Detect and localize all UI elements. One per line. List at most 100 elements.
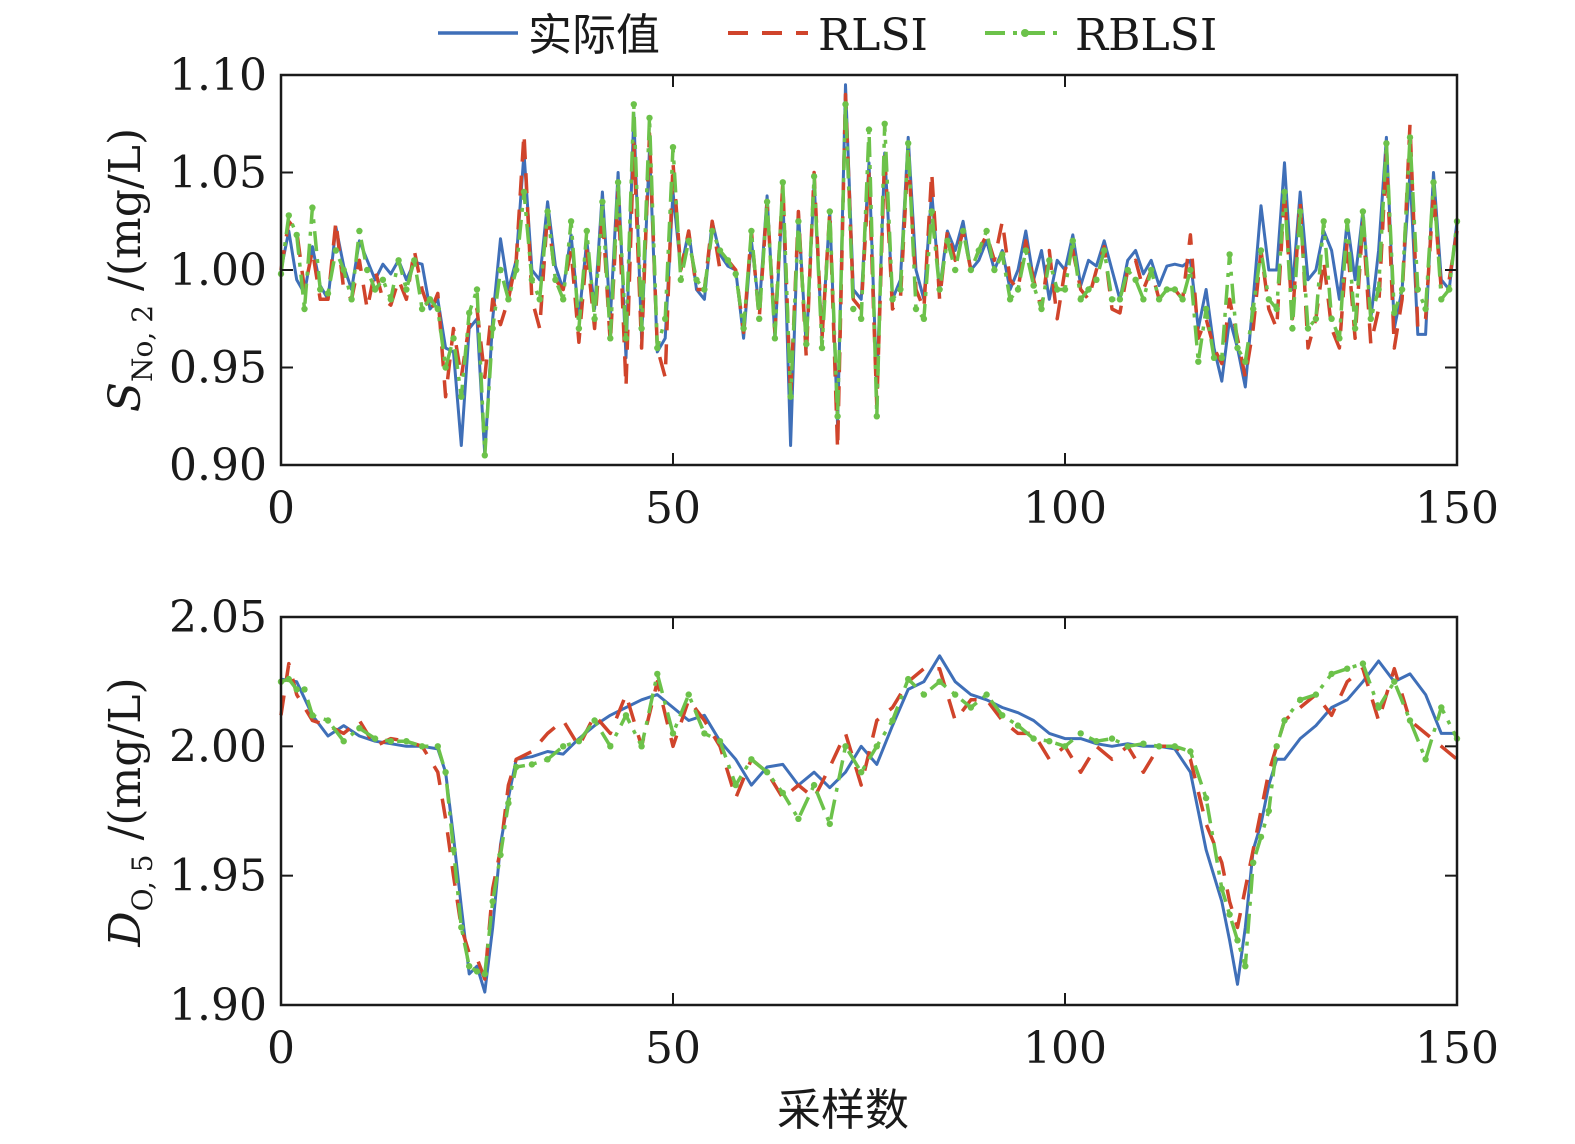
x-tick-label: 0 bbox=[267, 483, 295, 534]
rblsi-marker bbox=[1061, 286, 1069, 293]
rblsi-marker bbox=[1234, 344, 1241, 352]
rblsi-marker bbox=[1344, 665, 1351, 672]
rblsi-marker bbox=[763, 198, 771, 205]
y-tick-label: 1.90 bbox=[169, 980, 267, 1031]
rblsi-marker bbox=[826, 820, 833, 828]
x-tick-label: 50 bbox=[645, 483, 701, 534]
rblsi-marker bbox=[669, 730, 677, 737]
legend: 实际值 RLSI RBLSI bbox=[438, 10, 1217, 61]
rblsi-marker bbox=[1030, 735, 1037, 742]
y-tick-label: 2.05 bbox=[169, 592, 267, 643]
rblsi-marker bbox=[685, 691, 692, 698]
rblsi-marker bbox=[1046, 738, 1053, 745]
rblsi-marker bbox=[442, 364, 449, 371]
rblsi-marker bbox=[693, 276, 700, 283]
rblsi-marker bbox=[614, 179, 622, 186]
rblsi-marker bbox=[317, 286, 324, 293]
rblsi-marker bbox=[622, 335, 630, 342]
rblsi-marker bbox=[826, 208, 833, 215]
rblsi-marker bbox=[1093, 276, 1100, 283]
rblsi-marker bbox=[497, 266, 504, 274]
rblsi-marker bbox=[1163, 286, 1171, 293]
rblsi-marker bbox=[285, 212, 292, 219]
rblsi-marker bbox=[356, 227, 363, 235]
rblsi-marker bbox=[622, 712, 630, 719]
rblsi-marker bbox=[1140, 740, 1147, 747]
rblsi-marker bbox=[1328, 670, 1335, 678]
rblsi-marker bbox=[1155, 743, 1163, 750]
rblsi-marker bbox=[842, 101, 849, 108]
x-tick-label: 150 bbox=[1415, 1023, 1499, 1074]
rblsi-marker bbox=[1336, 335, 1343, 342]
rblsi-marker bbox=[1195, 358, 1202, 365]
rblsi-marker bbox=[1375, 286, 1382, 293]
rblsi-marker bbox=[889, 296, 896, 303]
top-ylabel: SNo, 2 /(mg/L) bbox=[100, 128, 159, 412]
rblsi-marker bbox=[513, 763, 520, 771]
legend-marker-rblsi bbox=[1021, 29, 1029, 37]
rblsi-marker bbox=[1226, 251, 1233, 258]
rblsi-marker bbox=[1069, 237, 1077, 244]
rblsi-marker bbox=[1391, 678, 1398, 685]
rblsi-marker bbox=[1312, 315, 1320, 322]
rblsi-marker bbox=[967, 704, 975, 711]
rblsi-marker bbox=[442, 769, 449, 776]
y-tick-label: 1.95 bbox=[169, 851, 267, 902]
rblsi-marker bbox=[340, 738, 347, 745]
plot-frame bbox=[279, 615, 1459, 1007]
rblsi-marker bbox=[787, 393, 794, 400]
rblsi-marker bbox=[842, 743, 849, 750]
rblsi-marker bbox=[356, 725, 363, 732]
rblsi-marker bbox=[1273, 743, 1280, 750]
rblsi-marker bbox=[795, 815, 802, 822]
rblsi-marker bbox=[732, 781, 739, 789]
y-tick-label: 1.10 bbox=[169, 50, 267, 101]
rblsi-marker bbox=[920, 315, 928, 322]
y-tick-label: 1.00 bbox=[169, 245, 267, 296]
series-line-rblsi bbox=[280, 661, 1459, 976]
rblsi-marker bbox=[897, 286, 904, 293]
rblsi-marker bbox=[944, 237, 951, 244]
rblsi-marker bbox=[1218, 885, 1226, 892]
rblsi-marker bbox=[732, 270, 739, 278]
rblsi-marker bbox=[1367, 315, 1375, 322]
rblsi-marker bbox=[983, 691, 990, 698]
rblsi-marker bbox=[1085, 286, 1092, 293]
x-tick-label: 50 bbox=[645, 1023, 701, 1074]
rblsi-marker bbox=[583, 227, 590, 235]
rblsi-marker bbox=[1242, 963, 1249, 970]
rblsi-marker bbox=[740, 325, 747, 332]
rblsi-marker bbox=[513, 266, 520, 274]
rblsi-marker bbox=[654, 344, 661, 352]
y-tick-label: 1.05 bbox=[169, 148, 267, 199]
rblsi-marker bbox=[371, 735, 379, 742]
rblsi-marker bbox=[1257, 833, 1265, 841]
rblsi-marker bbox=[1124, 743, 1131, 750]
rblsi-marker bbox=[952, 691, 959, 698]
x-axis-label: 采样数 bbox=[777, 1085, 909, 1136]
legend-label-rblsi: RBLSI bbox=[1075, 10, 1217, 61]
rblsi-marker bbox=[1187, 748, 1194, 755]
rblsi-marker bbox=[1297, 696, 1304, 703]
rblsi-marker bbox=[1006, 296, 1014, 303]
rblsi-marker bbox=[1022, 247, 1029, 254]
rblsi-marker bbox=[560, 296, 567, 303]
rblsi-marker bbox=[575, 325, 583, 332]
rblsi-marker bbox=[771, 335, 779, 342]
rblsi-marker bbox=[928, 208, 935, 215]
rblsi-marker bbox=[458, 393, 465, 400]
rblsi-marker bbox=[999, 251, 1006, 258]
rblsi-marker bbox=[1038, 305, 1045, 313]
rblsi-marker bbox=[1273, 305, 1280, 313]
rblsi-marker bbox=[528, 276, 536, 283]
rblsi-marker bbox=[520, 188, 528, 196]
rblsi-marker bbox=[481, 452, 488, 459]
rblsi-marker bbox=[716, 738, 724, 745]
rblsi-marker bbox=[324, 290, 332, 297]
rblsi-marker bbox=[912, 305, 920, 313]
x-tick-label: 0 bbox=[267, 1023, 295, 1074]
rblsi-marker bbox=[967, 266, 975, 274]
rblsi-marker bbox=[936, 286, 943, 293]
rblsi-marker bbox=[1210, 354, 1218, 361]
rblsi-marker bbox=[638, 325, 645, 332]
